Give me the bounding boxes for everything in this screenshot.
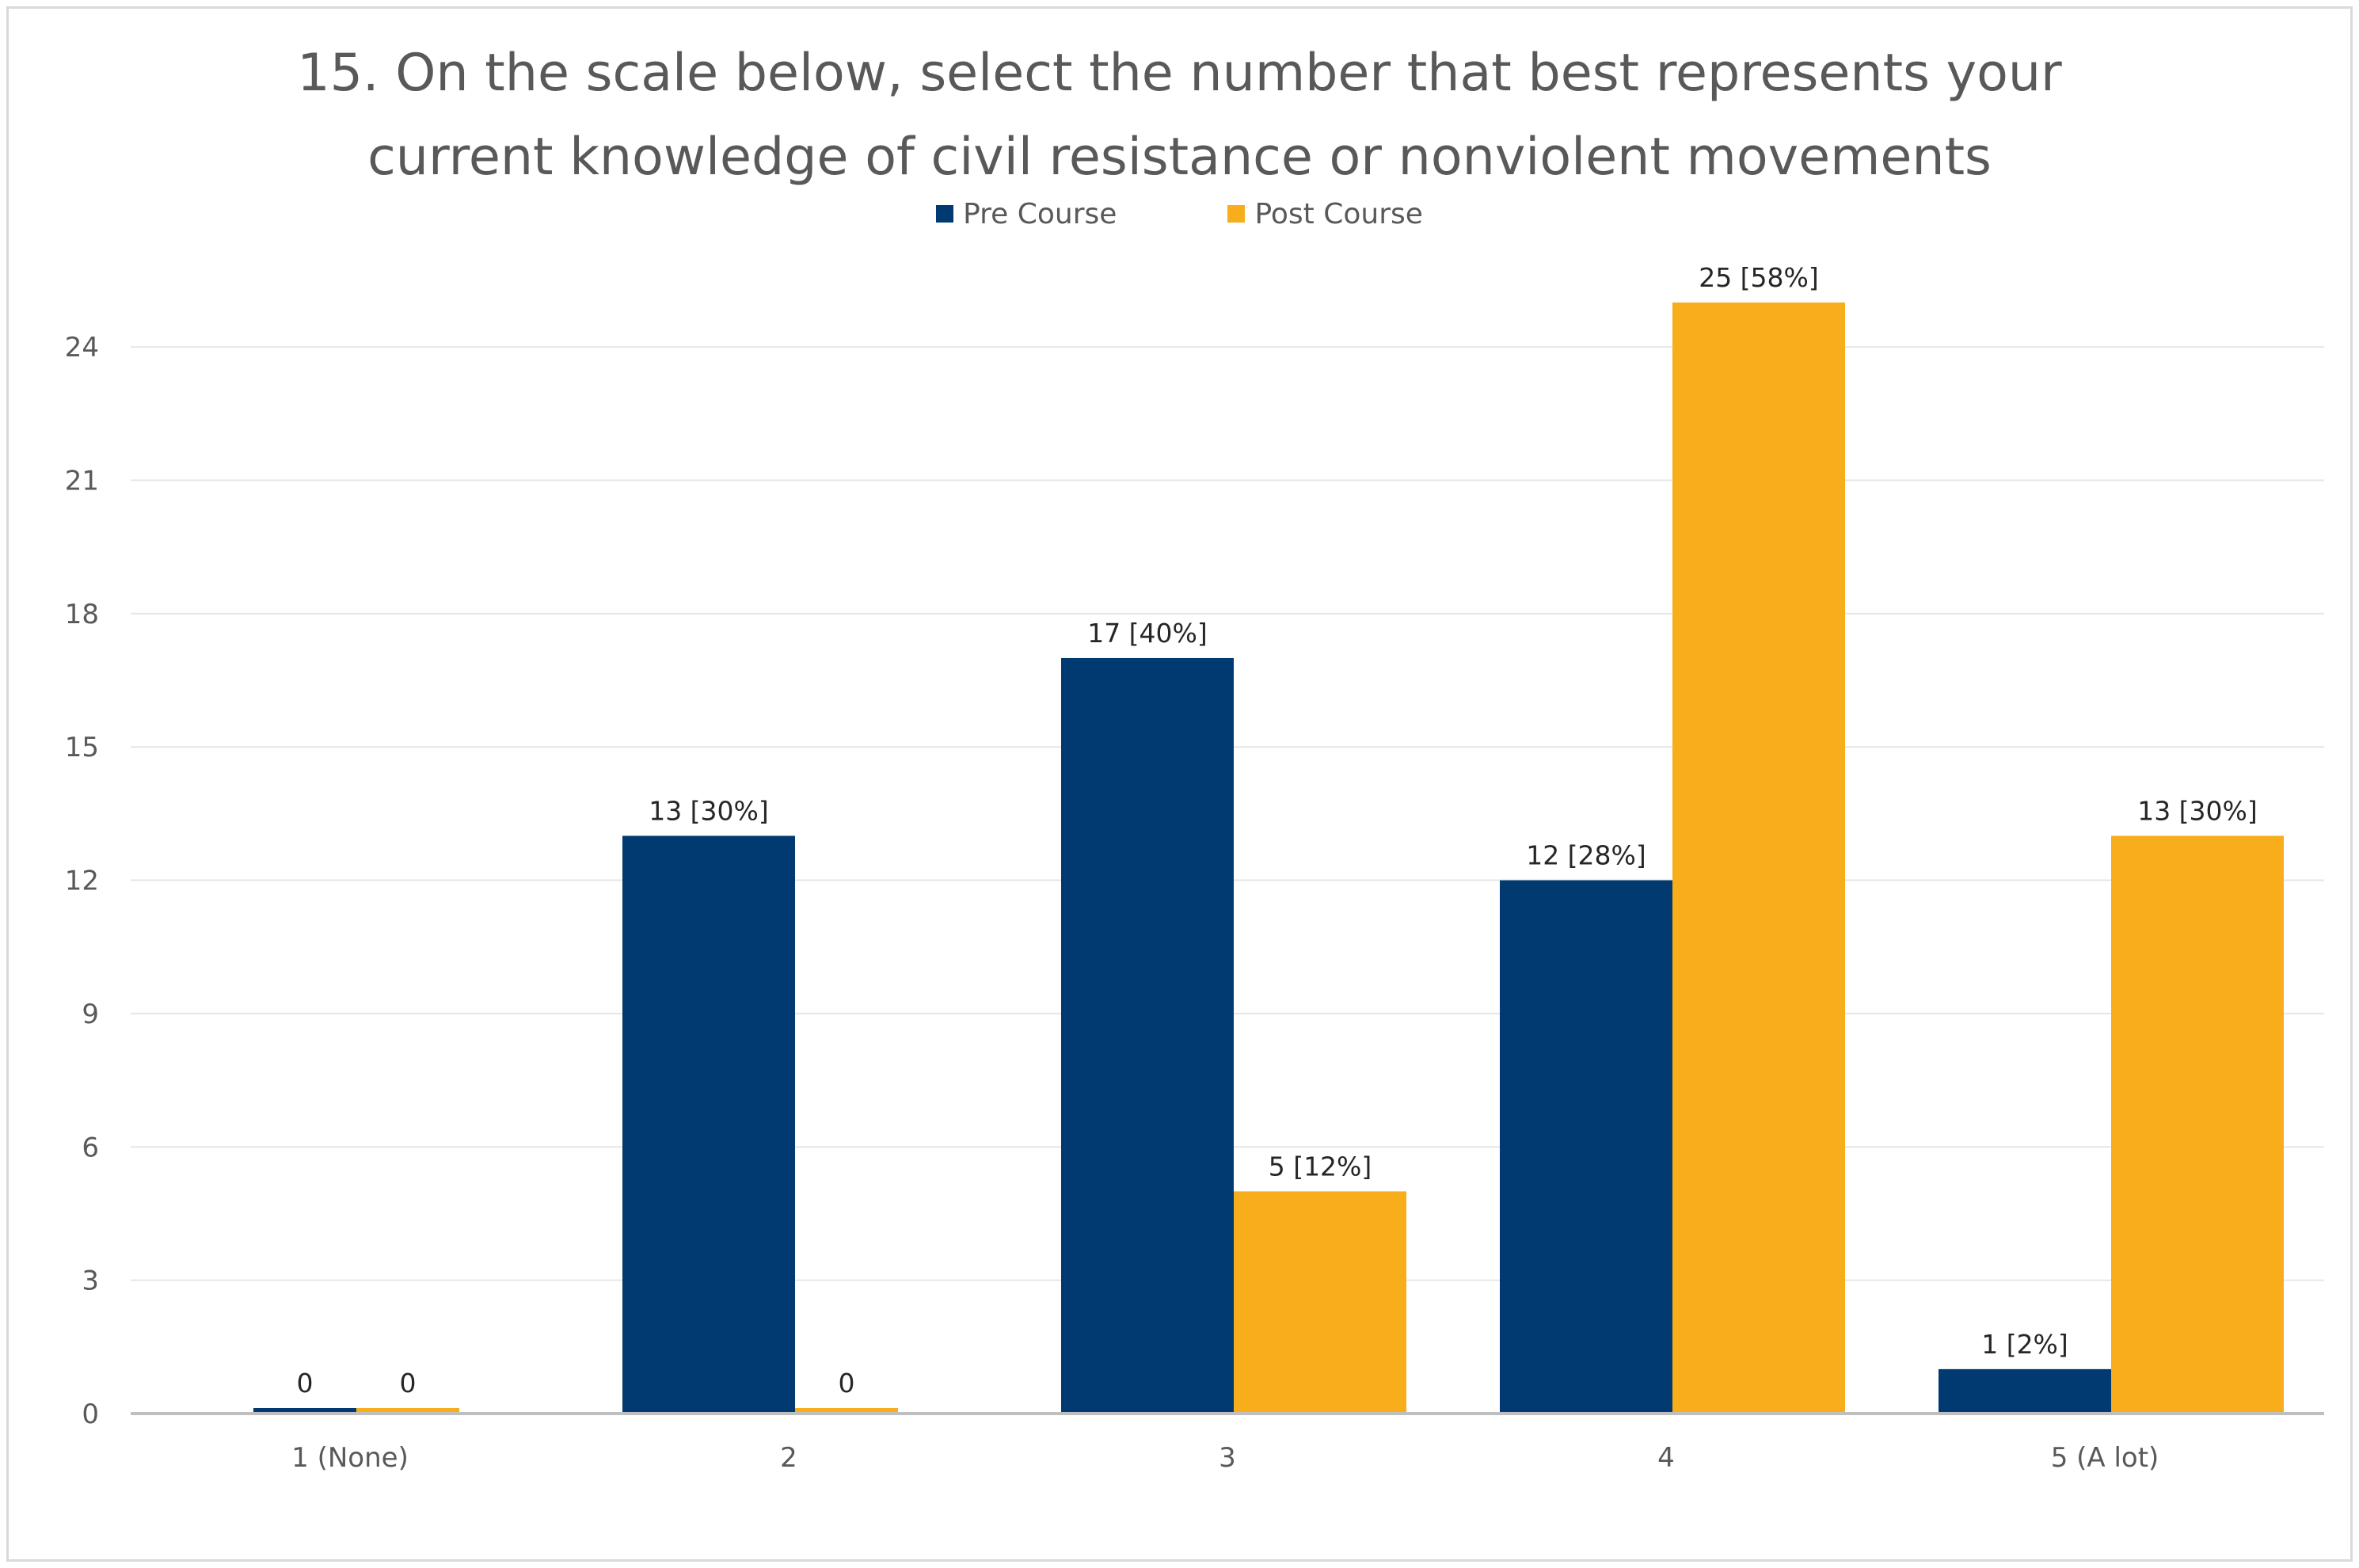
legend-label-pre-course: Pre Course	[963, 197, 1117, 230]
bar-pre-course	[1500, 880, 1672, 1414]
data-label: 1 [2%]	[1981, 1329, 2068, 1360]
y-tick-label: 24	[65, 332, 99, 363]
data-label: 5 [12%]	[1269, 1151, 1372, 1182]
data-label: 0	[400, 1368, 417, 1399]
legend-item-post-course: Post Course	[1227, 197, 1423, 230]
data-label: 0	[839, 1368, 855, 1399]
bar-post-course	[356, 1408, 459, 1414]
x-tick-label: 2	[780, 1442, 797, 1474]
legend-label-post-course: Post Course	[1254, 197, 1423, 230]
x-tick-label: 4	[1657, 1442, 1675, 1474]
bar-pre-course	[1061, 657, 1234, 1414]
bar-post-course	[795, 1408, 898, 1414]
bar-post-course	[1672, 303, 1845, 1414]
data-label: 12 [28%]	[1526, 840, 1646, 871]
bar-pre-course	[622, 835, 795, 1414]
data-label: 0	[297, 1368, 314, 1399]
chart-title: 15. On the scale below, select the numbe…	[297, 44, 2062, 187]
data-label: 13 [30%]	[2137, 795, 2258, 826]
legend: Pre Course Post Course	[0, 190, 2359, 238]
y-tick-label: 6	[82, 1132, 99, 1163]
y-tick-label: 0	[82, 1399, 99, 1430]
y-tick-label: 9	[82, 999, 99, 1030]
legend-item-pre-course: Pre Course	[936, 198, 1117, 230]
y-tick-label: 18	[65, 599, 99, 630]
legend-swatch-post-course	[1227, 205, 1246, 223]
legend-swatch-pre-course	[936, 205, 954, 223]
y-tick-label: 3	[82, 1265, 99, 1297]
x-tick-label: 3	[1219, 1442, 1236, 1474]
x-tick-label: 1 (None)	[291, 1442, 409, 1474]
bar-pre-course	[253, 1408, 356, 1414]
y-tick-label: 12	[65, 866, 99, 897]
data-label: 17 [40%]	[1087, 618, 1208, 649]
data-label: 25 [58%]	[1699, 262, 1819, 293]
y-tick-label: 21	[65, 465, 99, 497]
bar-post-course	[1234, 1191, 1406, 1414]
bar-pre-course	[1939, 1368, 2111, 1414]
bar-post-course	[2111, 835, 2284, 1414]
data-label: 13 [30%]	[649, 795, 769, 826]
x-tick-label: 5 (A lot)	[2051, 1442, 2159, 1474]
y-tick-label: 15	[65, 732, 99, 763]
